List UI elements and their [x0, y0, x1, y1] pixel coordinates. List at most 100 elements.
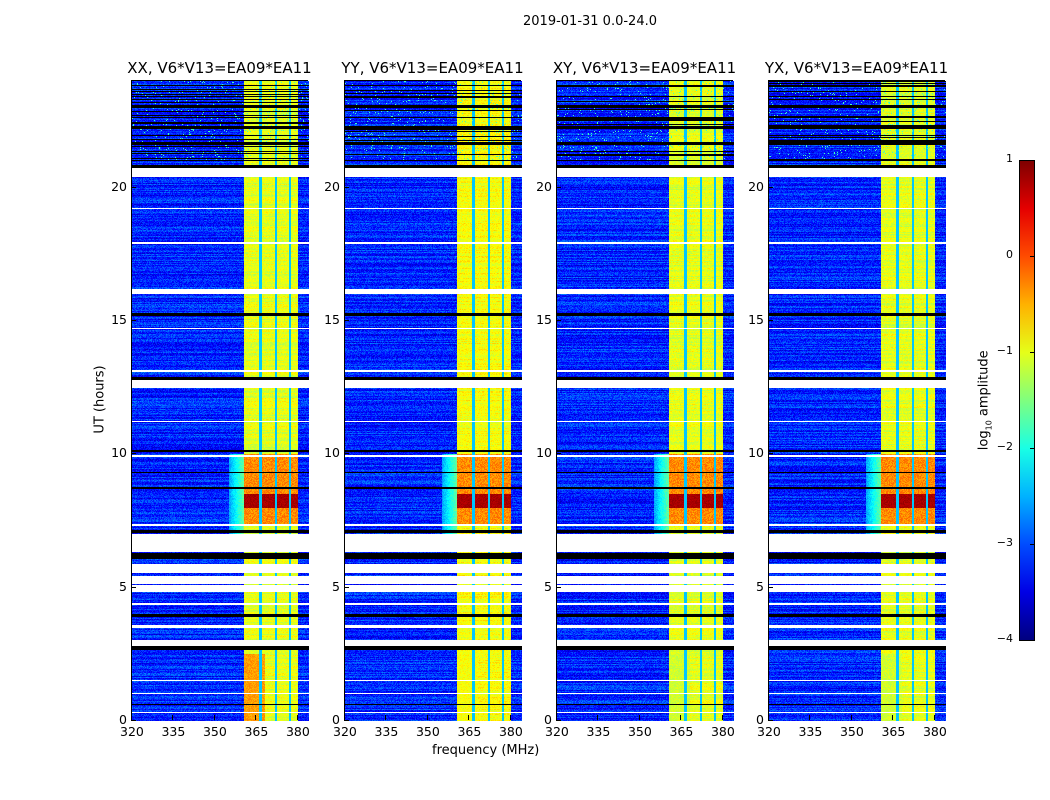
y-tick-label: 10	[748, 445, 764, 461]
panel-title: YY, V6*V13=EA09*EA11	[341, 59, 524, 77]
waterfall-panel	[131, 80, 309, 721]
y-tick-mark	[556, 586, 561, 588]
y-tick-label: 0	[332, 712, 340, 727]
y-tick-mark	[131, 453, 136, 455]
y-tick-mark	[131, 186, 136, 188]
x-tick-label: 335	[161, 724, 186, 739]
y-tick-mark	[768, 586, 773, 588]
x-tick-label: 320	[333, 724, 357, 739]
y-tick-mark	[768, 320, 773, 321]
waterfall-panel	[556, 80, 734, 721]
x-tick-mark	[597, 715, 599, 720]
x-tick-label: 380	[498, 724, 523, 739]
panel-title: XX, V6*V13=EA09*EA11	[127, 59, 312, 77]
waterfall-panel	[344, 80, 522, 721]
x-tick-mark	[296, 715, 298, 720]
x-tick-label: 365	[669, 724, 694, 739]
x-tick-mark	[721, 715, 723, 720]
y-tick-mark	[344, 320, 349, 321]
y-tick-mark	[768, 720, 773, 721]
y-tick-mark	[556, 453, 561, 455]
y-tick-label: 20	[536, 178, 552, 194]
colorbar-tick-label: −2	[996, 440, 1013, 453]
y-tick-label: 10	[536, 445, 552, 461]
x-tick-mark	[680, 715, 682, 720]
colorbar-tick-label: 1	[1006, 152, 1013, 165]
x-tick-label: 350	[202, 724, 227, 739]
y-tick-mark	[344, 586, 349, 588]
x-tick-label: 350	[415, 724, 440, 739]
x-tick-label: 380	[922, 724, 947, 739]
x-tick-label: 335	[798, 724, 823, 739]
x-tick-mark	[172, 715, 174, 720]
colorbar-tick-label: −3	[996, 536, 1013, 549]
x-tick-label: 320	[757, 724, 781, 739]
heatmap-image	[557, 81, 734, 721]
x-tick-mark	[255, 715, 257, 720]
x-tick-mark	[509, 715, 511, 720]
y-tick-label: 15	[748, 312, 764, 327]
x-tick-label: 320	[120, 724, 144, 739]
heatmap-image	[132, 81, 309, 721]
colorbar-tick-mark	[1030, 544, 1034, 545]
y-tick-label: 0	[756, 712, 764, 727]
x-tick-label: 320	[545, 724, 569, 739]
x-tick-label: 380	[285, 724, 310, 739]
x-tick-label: 365	[881, 724, 906, 739]
colorbar-label: log10 amplitude	[977, 330, 994, 470]
x-tick-label: 350	[627, 724, 652, 739]
colorbar-label-rest: amplitude	[976, 350, 992, 421]
x-tick-label: 335	[586, 724, 611, 739]
y-tick-label: 20	[324, 178, 340, 194]
colorbar-tick-mark	[1030, 352, 1034, 353]
colorbar-tick-mark	[1030, 640, 1034, 641]
y-tick-label: 10	[324, 445, 340, 461]
colorbar-tick-label: −4	[996, 632, 1013, 645]
waterfall-panel	[768, 80, 946, 721]
y-tick-label: 10	[111, 445, 127, 461]
y-tick-mark	[131, 320, 136, 321]
y-tick-mark	[344, 720, 349, 721]
x-tick-mark	[131, 715, 132, 720]
x-tick-label: 350	[839, 724, 864, 739]
y-tick-label: 0	[544, 712, 552, 727]
y-tick-label: 20	[111, 178, 127, 194]
y-tick-mark	[131, 720, 136, 721]
y-tick-mark	[768, 453, 773, 455]
x-tick-label: 365	[457, 724, 482, 739]
y-tick-mark	[344, 186, 349, 188]
y-tick-mark	[131, 586, 136, 588]
heatmap-image	[769, 81, 946, 721]
y-tick-label: 5	[332, 578, 340, 594]
x-tick-label: 365	[244, 724, 269, 739]
y-tick-label: 15	[536, 312, 552, 327]
y-tick-mark	[556, 320, 561, 321]
y-tick-mark	[556, 720, 561, 721]
colorbar-tick-label: −1	[996, 344, 1013, 357]
heatmap-image	[345, 81, 522, 721]
colorbar-tick-mark	[1030, 160, 1034, 161]
panel-title: YX, V6*V13=EA09*EA11	[764, 59, 949, 77]
x-tick-mark	[933, 715, 935, 720]
x-tick-mark	[850, 715, 852, 720]
x-tick-mark	[638, 715, 640, 720]
x-tick-mark	[556, 715, 557, 720]
colorbar-tick-mark	[1030, 448, 1034, 449]
x-tick-mark	[213, 715, 215, 720]
y-tick-mark	[768, 186, 773, 188]
y-tick-label: 5	[119, 578, 127, 594]
x-axis-label: frequency (MHz)	[432, 743, 540, 758]
y-axis-label: UT (hours)	[92, 365, 108, 434]
panel-title: XY, V6*V13=EA09*EA11	[552, 59, 737, 77]
colorbar-label-sub: 10	[984, 420, 994, 431]
x-tick-mark	[426, 715, 428, 720]
colorbar	[1019, 160, 1035, 641]
y-tick-label: 20	[748, 178, 764, 194]
x-tick-mark	[468, 715, 470, 720]
y-tick-label: 5	[756, 578, 764, 594]
y-tick-mark	[556, 186, 561, 188]
y-tick-mark	[344, 453, 349, 455]
x-tick-label: 380	[710, 724, 735, 739]
y-tick-label: 0	[119, 712, 127, 727]
x-tick-label: 335	[374, 724, 399, 739]
